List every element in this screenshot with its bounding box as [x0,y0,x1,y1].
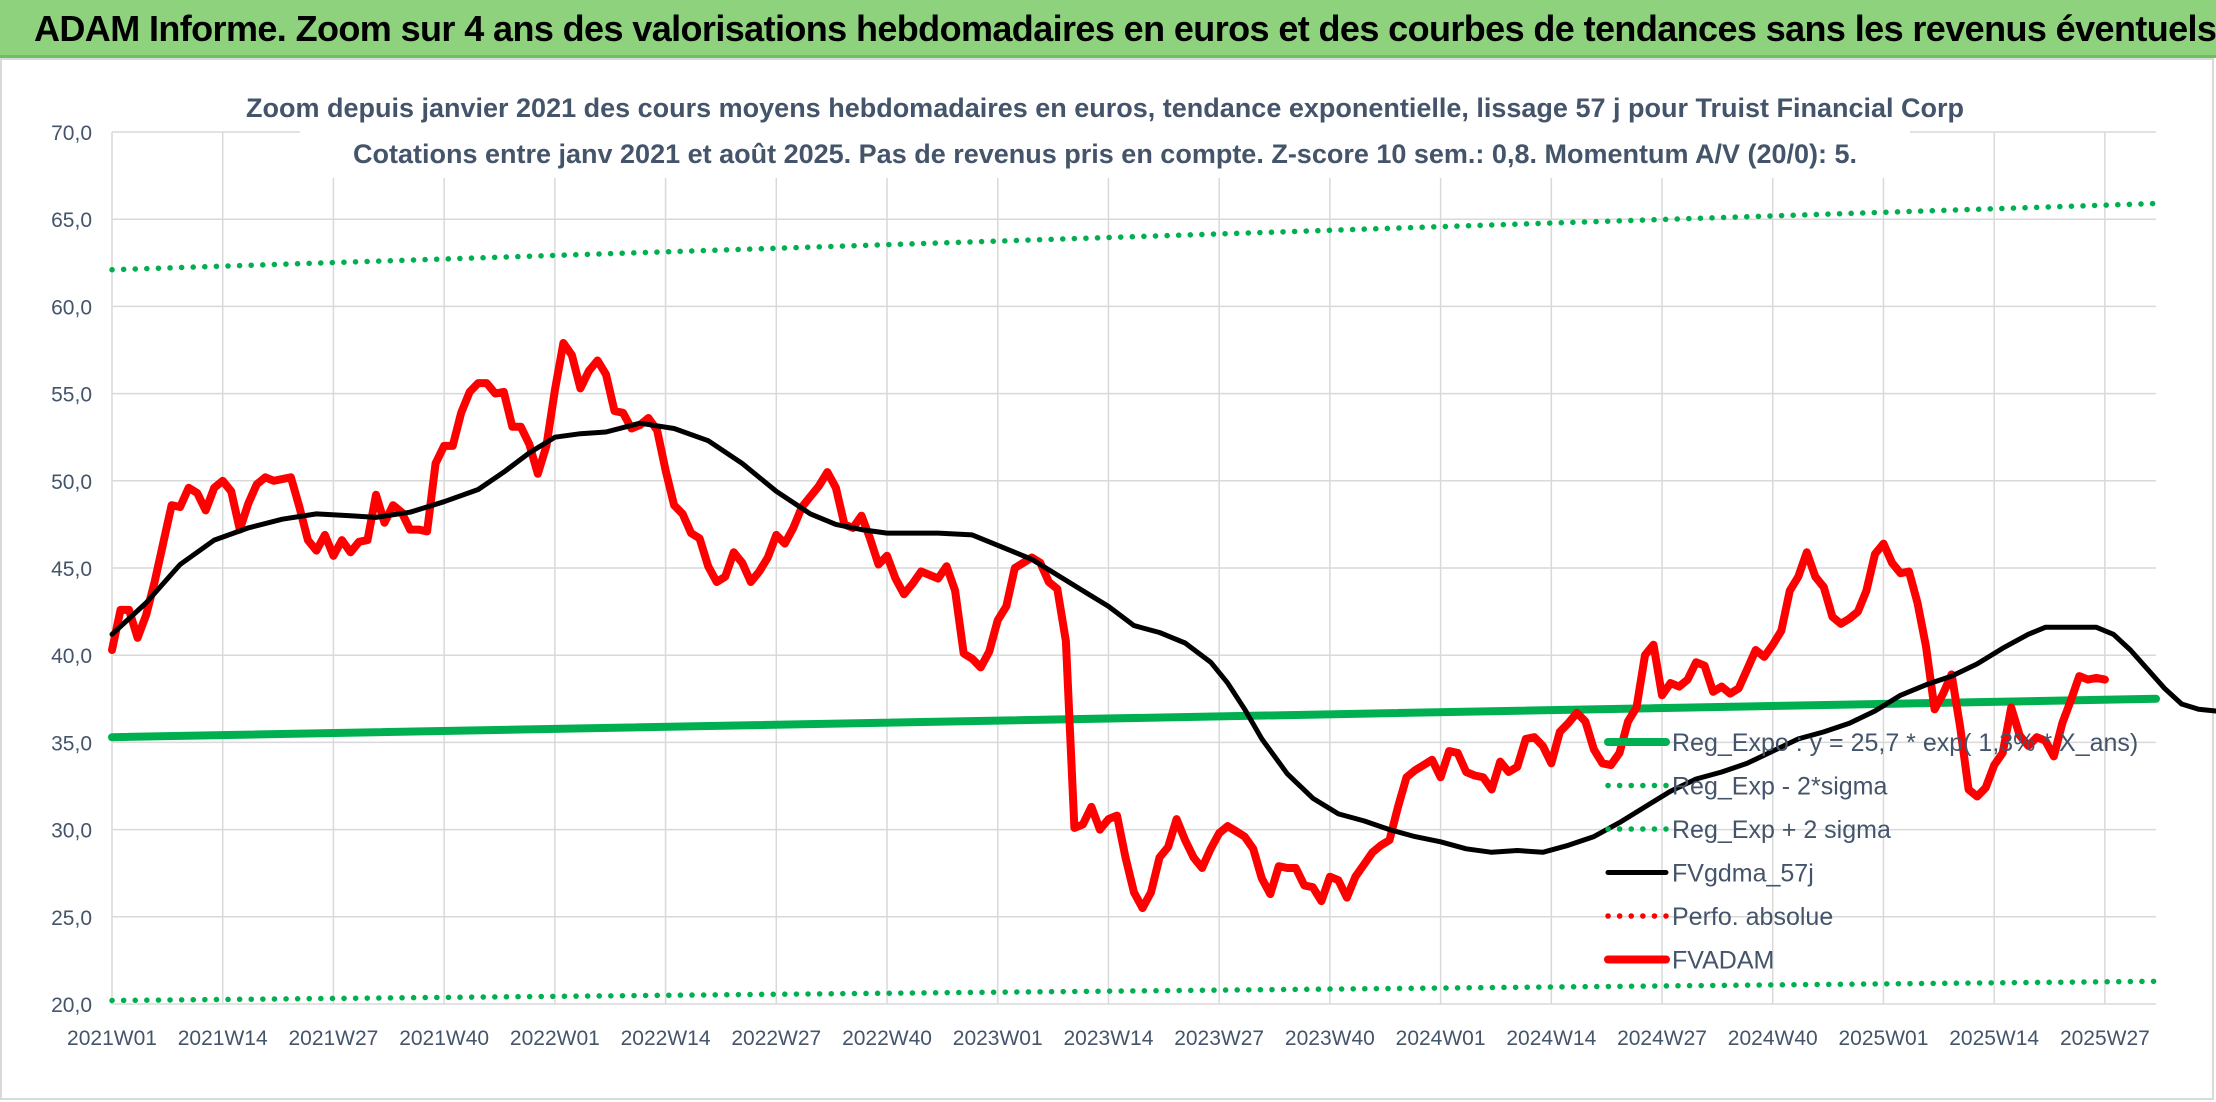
gridlines [111,131,2156,1005]
x-tick-label: 2022W01 [510,1027,600,1050]
x-tick-label: 2021W14 [178,1027,268,1050]
x-tick-label: 2025W14 [1949,1027,2039,1050]
legend-label: Perfo. absolue [1672,903,1833,931]
x-tick-label: 2023W14 [1063,1027,1153,1050]
y-tick-label: 60,0 [51,296,92,319]
x-tick-label: 2022W27 [731,1027,821,1050]
report-title: ADAM Informe. Zoom sur 4 ans des valoris… [34,8,2216,49]
series-line-1 [109,978,2159,1004]
y-tick-label: 55,0 [51,384,92,407]
chart-frame [0,58,2214,1100]
x-tick-label: 2025W27 [2060,1027,2150,1050]
x-tick-label: 2023W27 [1174,1027,1264,1050]
series-line-5 [108,339,2109,913]
series-line-0 [108,694,2160,742]
chart-title-background [300,82,1910,178]
y-tick-label: 50,0 [51,471,92,494]
x-tick-label: 2023W40 [1285,1027,1375,1050]
series-line-3 [109,420,2216,855]
x-tick-label: 2024W01 [1396,1027,1486,1050]
y-tick-label: 35,0 [51,732,92,755]
y-tick-label: 40,0 [51,645,92,668]
x-tick-label: 2025W01 [1839,1027,1929,1050]
chart-title-line-2: Cotations entre janv 2021 et août 2025. … [353,139,1857,169]
x-tick-label: 2022W40 [842,1027,932,1050]
x-tick-label: 2022W14 [621,1027,711,1050]
chart-title: Zoom depuis janvier 2021 des cours moyen… [246,82,1964,178]
x-tick-label: 2021W01 [67,1027,157,1050]
legend-label: Reg_Exp - 2*sigma [1672,773,1887,801]
x-tick-label: 2024W27 [1617,1027,1707,1050]
legend-label: FVADAM [1672,947,1774,975]
legend-label: Reg_Expo : y = 25,7 * exp( 1,3% * X_ans) [1672,729,2138,757]
x-tick-label: 2023W01 [953,1027,1043,1050]
series-line-2 [109,200,2159,273]
report-banner: ADAM Informe. Zoom sur 4 ans des valoris… [0,0,2216,58]
x-tick-label: 2024W14 [1506,1027,1596,1050]
series-lines [108,200,2216,1004]
y-tick-label: 45,0 [51,558,92,581]
x-tick-label: 2024W40 [1728,1027,1818,1050]
y-tick-label: 65,0 [51,209,92,232]
chart-title-line-1: Zoom depuis janvier 2021 des cours moyen… [246,93,1964,123]
x-tick-label: 2021W27 [288,1027,378,1050]
y-tick-label: 70,0 [51,122,92,145]
y-tick-label: 20,0 [51,994,92,1017]
y-tick-label: 25,0 [51,907,92,930]
legend: Reg_Expo : y = 25,7 * exp( 1,3% * X_ans)… [1604,729,2138,975]
y-tick-label: 30,0 [51,820,92,843]
x-tick-label: 2021W40 [399,1027,489,1050]
legend-label: FVgdma_57j [1672,860,1814,888]
axis-labels: 20,0 25,0 30,0 35,0 40,0 45,0 50,0 55,0 60,0 65,0… [51,122,2150,1050]
legend-label: Reg_Exp + 2 sigma [1672,816,1891,844]
